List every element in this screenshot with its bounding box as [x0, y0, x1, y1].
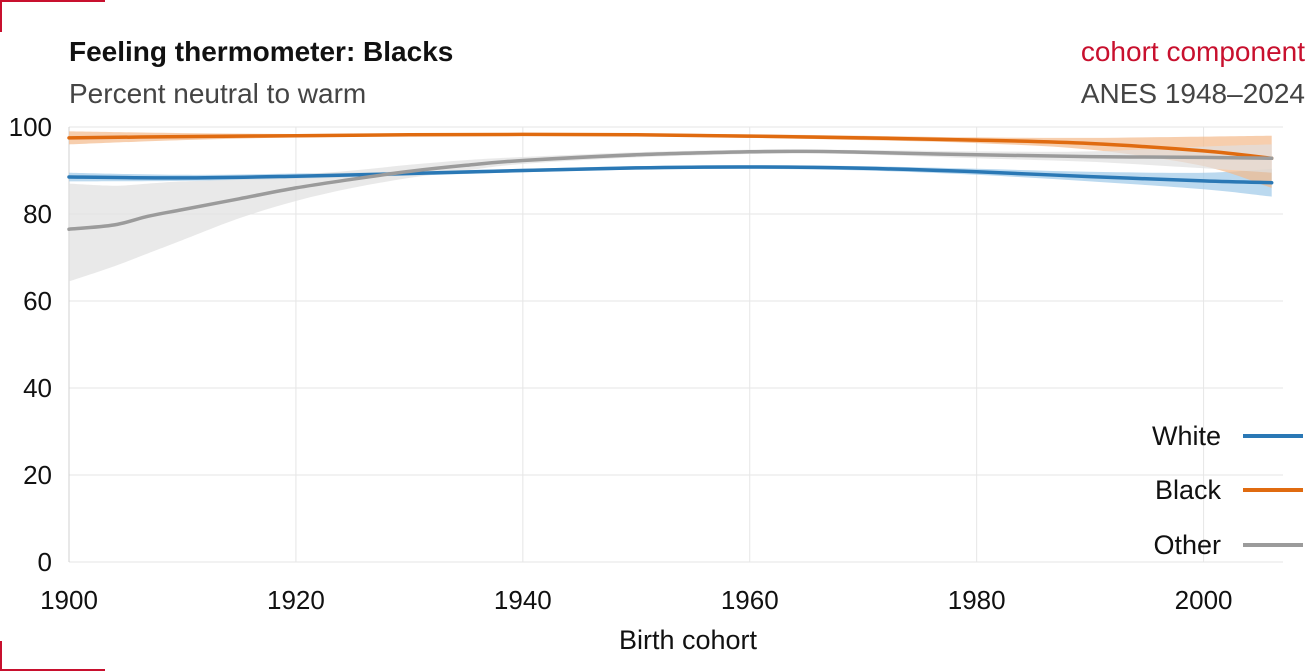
- corner-mark-top-vertical: [0, 0, 2, 32]
- x-axis-label: Birth cohort: [619, 625, 758, 655]
- data-source: ANES 1948–2024: [1080, 78, 1305, 109]
- x-tick-label-1900: 1900: [40, 585, 98, 615]
- legend-label-other: Other: [1153, 530, 1221, 560]
- y-tick-label-60: 60: [23, 286, 52, 316]
- legend: White Black Other: [1152, 421, 1303, 560]
- series-lines: [67, 132, 1274, 231]
- series-line-other: [67, 149, 1274, 231]
- chart-title: Feeling thermometer: Blacks: [69, 36, 454, 67]
- series-line-white: [67, 165, 1274, 185]
- x-tick-label-1980: 1980: [948, 585, 1006, 615]
- x-tick-label-2000: 2000: [1175, 585, 1233, 615]
- corner-mark-bottom-horizontal: [0, 669, 105, 671]
- y-tick-label-20: 20: [23, 460, 52, 490]
- corner-mark-bottom-vertical: [0, 641, 2, 671]
- y-tick-label-40: 40: [23, 373, 52, 403]
- corner-mark-top-horizontal: [0, 0, 105, 2]
- series-line-black: [67, 132, 1274, 161]
- x-tick-label-1960: 1960: [721, 585, 779, 615]
- x-tick-label-1920: 1920: [267, 585, 325, 615]
- y-tick-label-100: 100: [9, 112, 52, 142]
- legend-label-black: Black: [1155, 475, 1222, 505]
- x-axis-ticks: 1900 1920 1940 1960 1980 2000: [40, 585, 1232, 615]
- band-other: [69, 144, 1272, 282]
- y-axis-ticks: 0 20 40 60 80 100: [9, 112, 52, 577]
- x-tick-label-1940: 1940: [494, 585, 552, 615]
- chart-subtitle: Percent neutral to warm: [69, 78, 367, 109]
- component-tag: cohort component: [1080, 36, 1305, 67]
- y-tick-label-0: 0: [38, 547, 52, 577]
- y-tick-label-80: 80: [23, 199, 52, 229]
- grid-lines: [68, 126, 1283, 563]
- legend-label-white: White: [1152, 421, 1221, 451]
